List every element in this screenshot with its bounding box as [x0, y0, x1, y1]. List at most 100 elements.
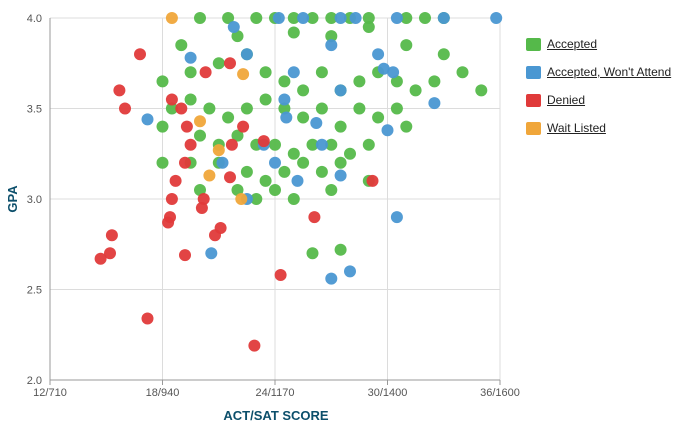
- legend-item[interactable]: Accepted: [526, 30, 671, 58]
- data-point: [390, 12, 403, 24]
- x-tick-label: 30/1400: [368, 387, 408, 399]
- x-tick-label: 18/940: [146, 387, 180, 399]
- data-point: [387, 66, 400, 79]
- x-tick-label: 24/1170: [256, 387, 295, 399]
- data-point: [297, 84, 310, 97]
- data-point: [437, 48, 450, 61]
- data-point: [240, 102, 253, 115]
- legend-swatch: [526, 37, 541, 51]
- data-point: [362, 12, 375, 24]
- data-point: [237, 68, 250, 81]
- legend-item[interactable]: Accepted, Won't Attend: [526, 58, 671, 86]
- data-point: [209, 229, 221, 242]
- data-point: [325, 138, 338, 151]
- data-point: [212, 57, 225, 70]
- data-point: [381, 124, 394, 137]
- y-tick-label: 3.5: [27, 104, 42, 116]
- y-tick-label: 2.0: [27, 375, 42, 387]
- data-point: [194, 115, 206, 128]
- data-point: [287, 147, 300, 160]
- data-point: [205, 247, 218, 260]
- data-point: [278, 93, 291, 106]
- data-point: [280, 111, 293, 124]
- legend-label: Accepted, Won't Attend: [547, 65, 672, 79]
- data-point: [306, 138, 319, 151]
- legend-swatch: [526, 93, 541, 107]
- legend-item[interactable]: Wait Listed: [526, 114, 671, 142]
- x-axis-label: ACT/SAT SCORE: [223, 408, 329, 423]
- data-point: [162, 216, 175, 229]
- data-point: [222, 12, 235, 24]
- data-point: [272, 12, 285, 24]
- data-point: [372, 111, 385, 124]
- data-point: [297, 12, 310, 24]
- data-point: [353, 102, 366, 115]
- y-tick-label: 3.0: [27, 194, 42, 206]
- data-point: [372, 48, 385, 61]
- legend-item[interactable]: Denied: [526, 86, 671, 114]
- data-point: [400, 12, 413, 24]
- data-point: [269, 184, 281, 196]
- data-point: [195, 202, 208, 214]
- data-point: [362, 21, 375, 33]
- data-point: [184, 93, 197, 106]
- data-point: [105, 229, 118, 242]
- data-point: [94, 252, 107, 265]
- data-point: [325, 272, 338, 285]
- data-point: [250, 193, 263, 205]
- data-point: [237, 120, 250, 133]
- data-point: [269, 138, 281, 151]
- data-point: [287, 12, 300, 24]
- data-point: [156, 75, 169, 88]
- data-point: [377, 62, 390, 75]
- data-point: [165, 12, 178, 24]
- data-point: [475, 84, 488, 97]
- data-point: [169, 174, 182, 187]
- data-point: [334, 156, 347, 169]
- data-points: [94, 12, 503, 352]
- data-point: [315, 138, 328, 151]
- data-point: [362, 138, 375, 151]
- data-point: [113, 84, 126, 97]
- data-point: [199, 66, 212, 79]
- data-point: [259, 174, 272, 187]
- data-point: [224, 171, 236, 184]
- data-point: [334, 84, 347, 97]
- data-point: [353, 75, 366, 88]
- data-point: [287, 193, 300, 205]
- data-point: [390, 102, 403, 115]
- data-point: [259, 66, 272, 79]
- data-point: [419, 12, 431, 24]
- grid-lines: [49, 17, 501, 381]
- data-point: [203, 169, 216, 182]
- data-point: [428, 97, 441, 110]
- data-point: [250, 12, 263, 24]
- data-point: [344, 147, 356, 160]
- data-point: [119, 102, 131, 115]
- data-point: [227, 21, 240, 33]
- legend-label: Accepted: [547, 37, 598, 51]
- legend-swatch: [526, 65, 541, 79]
- data-point: [315, 102, 328, 115]
- data-point: [325, 30, 338, 43]
- data-point: [400, 120, 413, 133]
- data-point: [165, 93, 178, 106]
- data-point: [184, 138, 197, 151]
- data-point: [278, 102, 291, 115]
- legend-label: Denied: [547, 93, 586, 107]
- legend-label: Wait Listed: [547, 121, 606, 135]
- data-point: [180, 120, 193, 133]
- data-point: [325, 12, 338, 24]
- y-tick-label: 4.0: [27, 13, 42, 25]
- data-point: [165, 102, 178, 115]
- axes: [49, 18, 501, 385]
- data-point: [257, 135, 270, 148]
- data-point: [104, 247, 116, 260]
- data-point: [315, 165, 328, 178]
- data-point: [437, 12, 450, 24]
- data-point: [308, 211, 321, 224]
- data-point: [156, 156, 169, 169]
- data-point: [259, 93, 272, 106]
- data-point: [269, 156, 281, 169]
